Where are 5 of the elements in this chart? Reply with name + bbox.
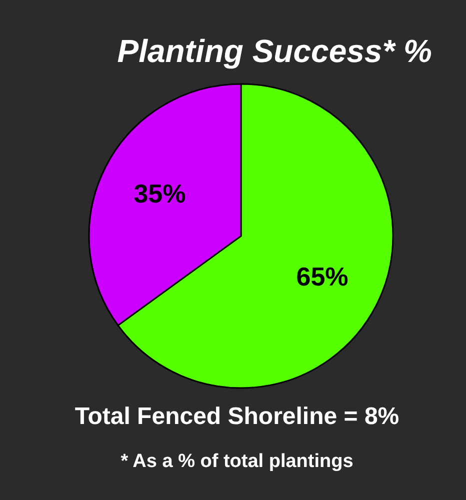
data-label: 65% [296,261,348,292]
chart-title: Planting Success* % [117,33,432,69]
data-label: 35% [134,178,186,209]
text: * As a % of total plantings [120,451,354,472]
text: Total Fenced Shoreline = 8% [74,403,400,430]
